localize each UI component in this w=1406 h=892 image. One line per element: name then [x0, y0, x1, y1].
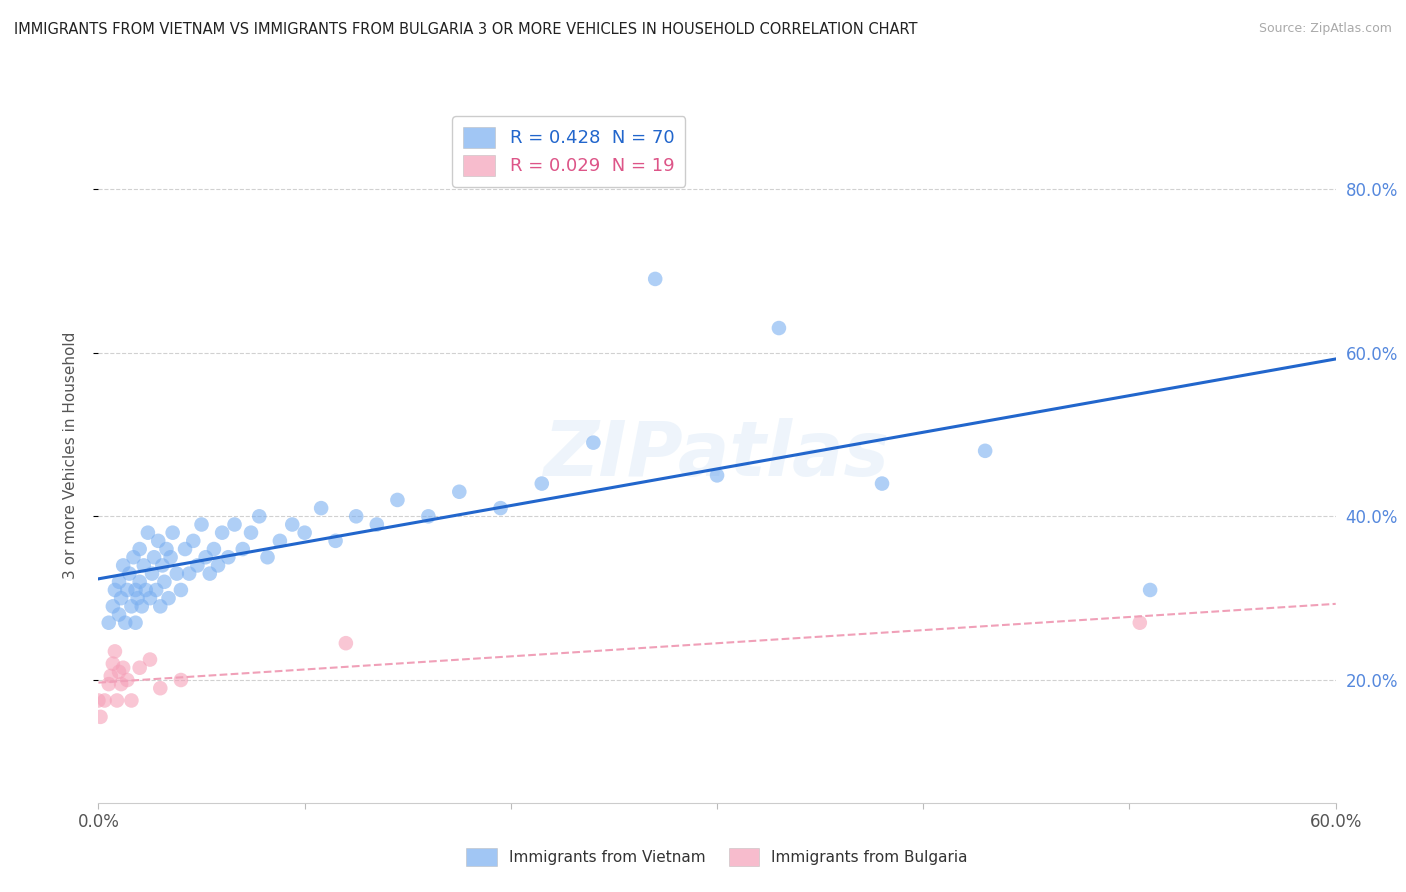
Point	[148, 533, 170, 548]
Point	[108, 574, 131, 589]
Text: ZIPatlas: ZIPatlas	[544, 418, 890, 491]
Point	[202, 542, 225, 557]
Point	[449, 484, 471, 499]
Point	[974, 443, 997, 458]
Point	[143, 550, 166, 565]
Point	[149, 681, 172, 696]
Point	[101, 657, 124, 671]
Point	[114, 615, 136, 630]
Point	[181, 533, 204, 548]
Point	[217, 550, 239, 565]
Point	[582, 435, 605, 450]
Point	[112, 661, 135, 675]
Point	[387, 492, 409, 507]
Point	[110, 677, 132, 691]
Y-axis label: 3 or more Vehicles in Household: 3 or more Vehicles in Household	[63, 331, 77, 579]
Point	[136, 525, 159, 540]
Point	[112, 558, 135, 573]
Point	[117, 582, 139, 597]
Point	[186, 558, 208, 573]
Point	[128, 661, 150, 675]
Point	[100, 669, 122, 683]
Point	[89, 710, 111, 724]
Point	[128, 542, 150, 557]
Point	[1139, 582, 1161, 597]
Point	[155, 542, 177, 557]
Point	[170, 582, 193, 597]
Point	[97, 677, 120, 691]
Point	[530, 476, 553, 491]
Point	[309, 501, 332, 516]
Point	[870, 476, 893, 491]
Point	[124, 615, 146, 630]
Point	[145, 582, 167, 597]
Point	[335, 636, 357, 650]
Point	[170, 673, 193, 687]
Point	[240, 525, 263, 540]
Point	[159, 550, 181, 565]
Point	[174, 542, 197, 557]
Point	[153, 574, 176, 589]
Point	[108, 607, 131, 622]
Point	[232, 542, 254, 557]
Point	[93, 693, 115, 707]
Point	[194, 550, 217, 565]
Point	[128, 574, 150, 589]
Point	[166, 566, 188, 581]
Point	[108, 665, 131, 679]
Point	[149, 599, 172, 614]
Point	[489, 501, 512, 516]
Point	[131, 599, 153, 614]
Point	[97, 615, 120, 630]
Point	[117, 673, 139, 687]
Point	[179, 566, 201, 581]
Point	[269, 533, 291, 548]
Point	[110, 591, 132, 606]
Point	[135, 582, 157, 597]
Text: IMMIGRANTS FROM VIETNAM VS IMMIGRANTS FROM BULGARIA 3 OR MORE VEHICLES IN HOUSEH: IMMIGRANTS FROM VIETNAM VS IMMIGRANTS FR…	[14, 22, 918, 37]
Point	[139, 591, 162, 606]
Point	[1129, 615, 1152, 630]
Point	[87, 693, 110, 707]
Point	[104, 644, 127, 658]
Point	[105, 693, 128, 707]
Point	[118, 566, 141, 581]
Point	[157, 591, 180, 606]
Point	[120, 599, 142, 614]
Point	[190, 517, 212, 532]
Point	[418, 509, 440, 524]
Point	[150, 558, 173, 573]
Point	[325, 533, 347, 548]
Point	[207, 558, 229, 573]
Point	[104, 582, 127, 597]
Point	[644, 272, 666, 286]
Point	[162, 525, 184, 540]
Point	[768, 321, 790, 335]
Point	[281, 517, 304, 532]
Point	[127, 591, 149, 606]
Point	[366, 517, 388, 532]
Point	[256, 550, 278, 565]
Point	[141, 566, 163, 581]
Point	[344, 509, 367, 524]
Point	[139, 652, 162, 666]
Point	[198, 566, 221, 581]
Point	[120, 693, 142, 707]
Point	[124, 582, 146, 597]
Point	[122, 550, 145, 565]
Point	[706, 468, 728, 483]
Point	[294, 525, 316, 540]
Point	[101, 599, 124, 614]
Point	[211, 525, 233, 540]
Point	[132, 558, 155, 573]
Legend: Immigrants from Vietnam, Immigrants from Bulgaria: Immigrants from Vietnam, Immigrants from…	[460, 842, 974, 871]
Text: Source: ZipAtlas.com: Source: ZipAtlas.com	[1258, 22, 1392, 36]
Point	[247, 509, 270, 524]
Point	[224, 517, 246, 532]
